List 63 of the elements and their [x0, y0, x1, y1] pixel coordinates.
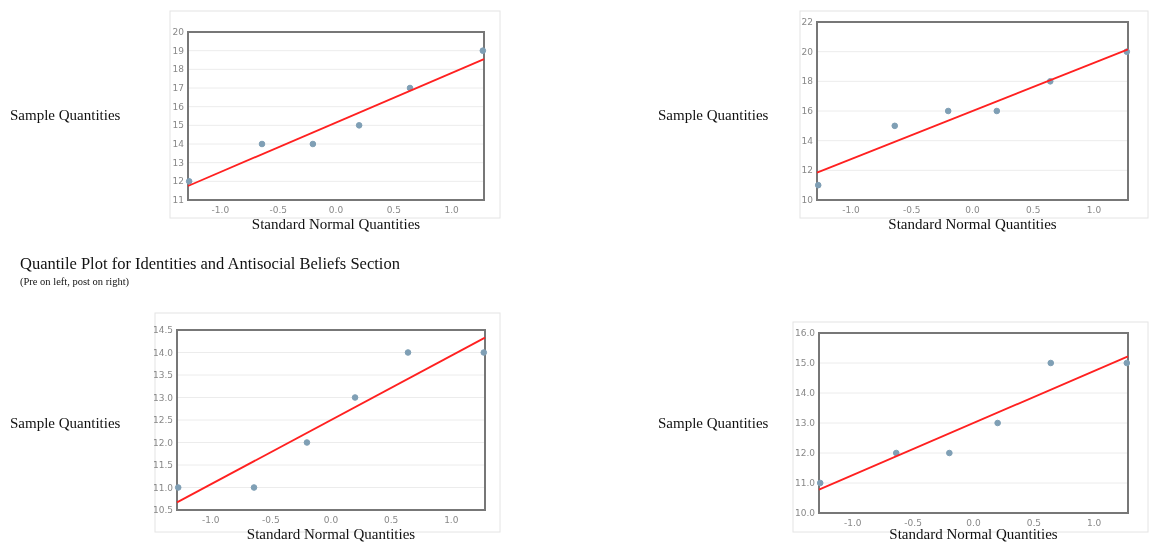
x-tick-label: -1.0	[842, 205, 861, 215]
x-axis-title: Standard Normal Quantities	[889, 526, 1058, 542]
x-tick-label: -0.5	[262, 515, 280, 525]
y-tick-label: 13.0	[794, 418, 816, 429]
y-axis-title: Sample Quantities	[658, 415, 769, 431]
x-tick-label: -0.5	[902, 205, 921, 215]
y-tick-label: 12	[801, 165, 813, 176]
x-tick-label: 0.5	[383, 515, 399, 525]
x-tick-label: -1.0	[211, 205, 230, 215]
y-tick-label: 15.0	[794, 358, 816, 369]
x-tick-label: 0.5	[1026, 518, 1042, 528]
x-tick-label: 0.5	[386, 205, 401, 215]
chart-title: Quantile Plot for Identities and Antisocial Beliefs Section	[20, 254, 400, 273]
y-tick-label: 19	[172, 45, 185, 56]
y-tick-label: 12.5	[152, 415, 173, 426]
y-tick-label: 20	[801, 46, 814, 57]
y-tick-label: 22	[801, 17, 813, 28]
y-tick-label: 11	[172, 195, 184, 206]
x-tick-label: 1.0	[444, 515, 459, 525]
x-tick-label: 0.0	[965, 205, 980, 215]
x-axis-title: Standard Normal Quantities	[251, 216, 421, 232]
y-tick-label: 12.0	[152, 437, 174, 448]
x-tick-label: 1.0	[1086, 205, 1102, 215]
y-tick-label: 13.0	[152, 392, 174, 403]
x-axis-title: Standard Normal Quantities	[888, 216, 1057, 232]
y-tick-label: 10	[801, 195, 814, 206]
y-axis-title: Sample Quantities	[10, 415, 121, 431]
y-tick-label: 20	[172, 27, 185, 38]
y-tick-label: 13.5	[152, 370, 173, 381]
y-tick-label: 10.5	[152, 505, 173, 516]
y-tick-label: 16	[172, 101, 185, 112]
y-tick-label: 11.0	[152, 482, 174, 493]
y-tick-label: 16	[801, 106, 814, 117]
x-axis-title: Standard Normal Quantities	[246, 526, 416, 542]
y-tick-label: 11.0	[794, 478, 816, 489]
x-tick-label: 0.0	[966, 518, 981, 528]
y-tick-label: 11.5	[152, 460, 173, 471]
y-tick-label: 14	[172, 139, 185, 150]
y-tick-label: 16.0	[794, 328, 816, 339]
y-tick-label: 18	[172, 64, 185, 75]
y-tick-label: 14	[801, 135, 814, 146]
y-tick-label: 15	[172, 120, 184, 131]
y-tick-label: 14.0	[794, 388, 816, 399]
y-axis-title: Sample Quantities	[658, 107, 769, 123]
y-tick-label: 12	[172, 176, 184, 187]
y-axis-title: Sample Quantities	[10, 107, 121, 123]
text: (Pre on left, post on right)	[20, 276, 130, 288]
x-tick-label: 0.0	[328, 205, 344, 215]
x-tick-label: 0.5	[1026, 205, 1041, 215]
x-tick-label: -0.5	[904, 518, 922, 528]
x-tick-label: -1.0	[201, 515, 220, 525]
x-tick-label: 0.0	[323, 515, 339, 525]
y-tick-label: 14.0	[152, 347, 174, 358]
x-tick-label: 1.0	[1087, 518, 1102, 528]
y-tick-label: 18	[801, 76, 814, 87]
y-tick-label: 17	[172, 83, 184, 94]
x-tick-label: 1.0	[444, 205, 460, 215]
x-tick-label: -1.0	[844, 518, 862, 528]
y-tick-label: 14.5	[152, 325, 173, 336]
x-tick-label: -0.5	[269, 205, 287, 215]
y-tick-label: 12.0	[794, 448, 816, 459]
y-tick-label: 13	[172, 157, 184, 168]
y-tick-label: 10.0	[794, 508, 816, 519]
